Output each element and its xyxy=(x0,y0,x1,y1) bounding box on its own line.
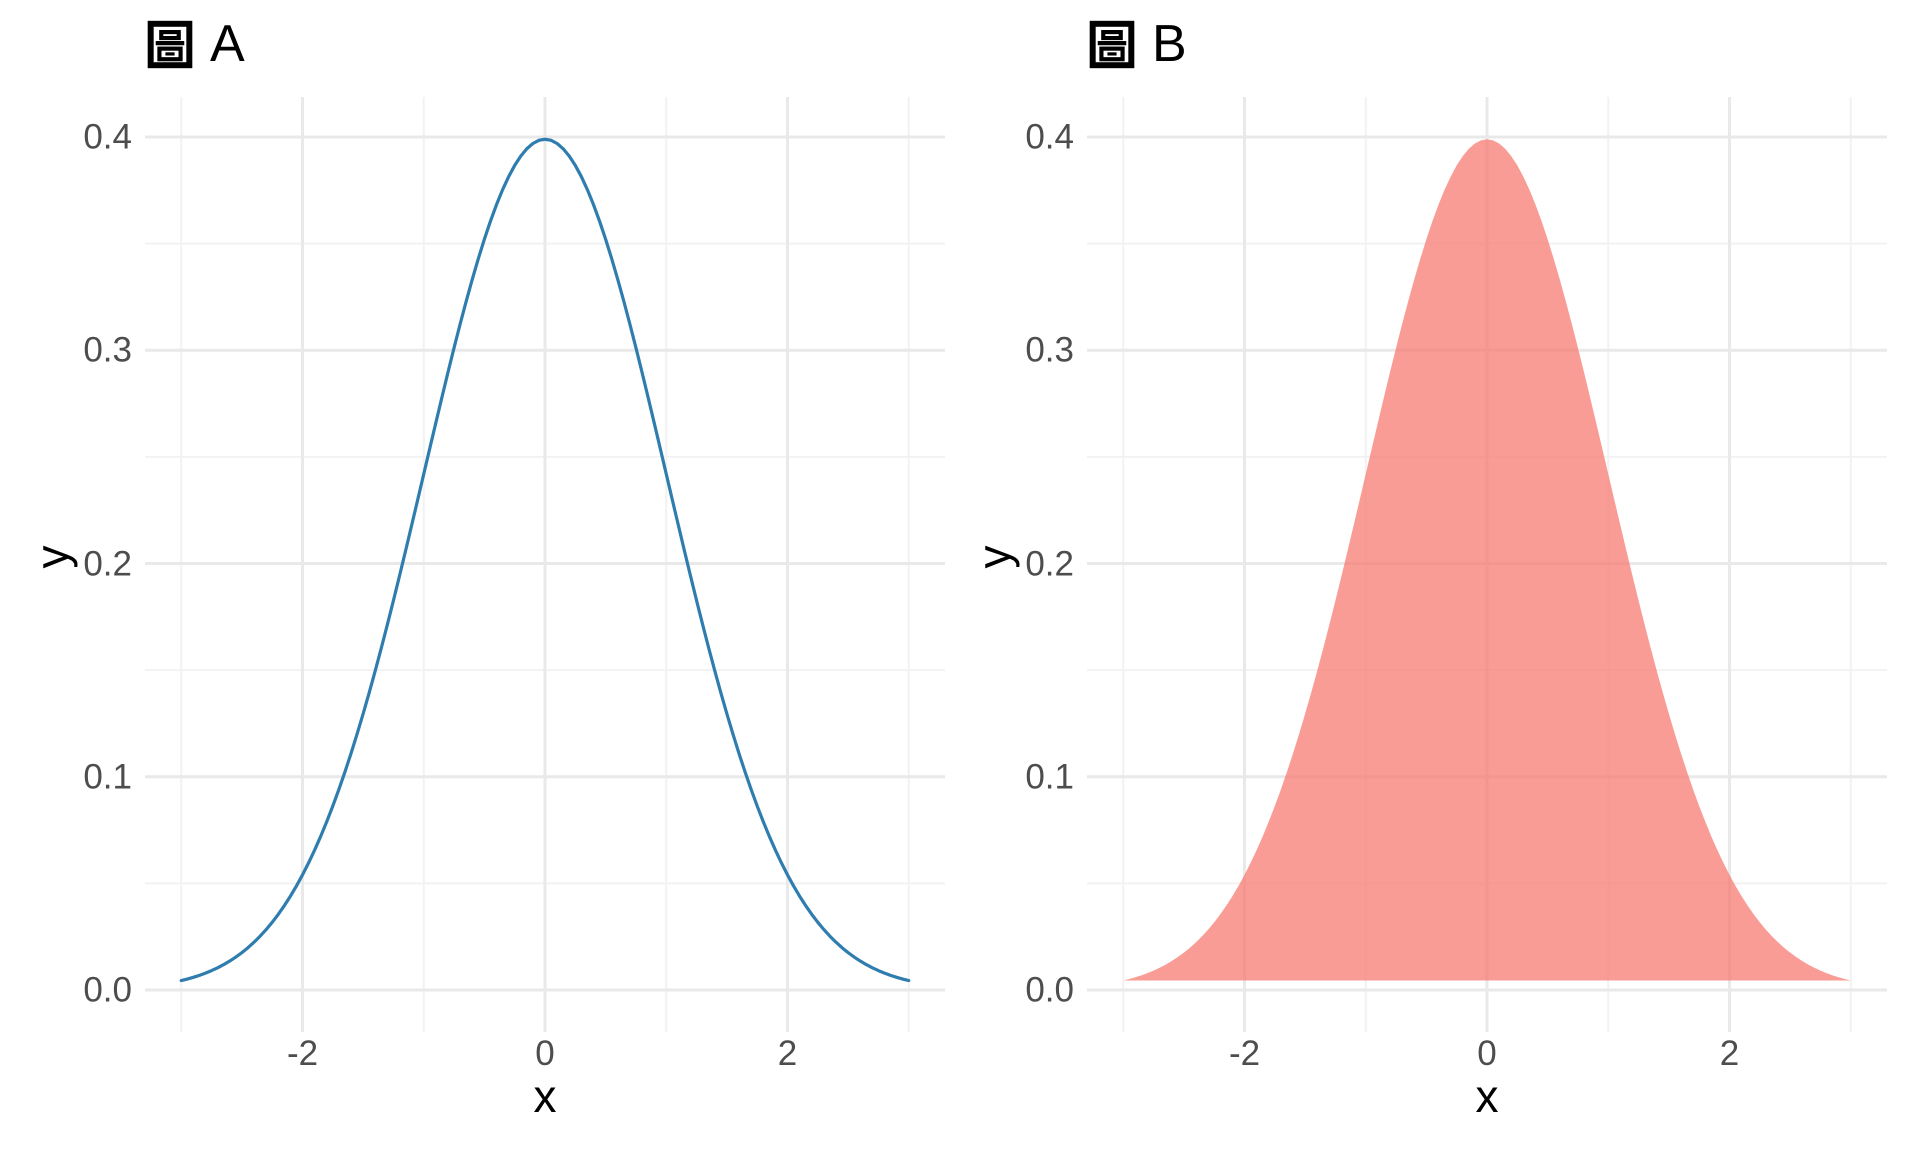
y-tick-label: 0.2 xyxy=(1025,544,1074,583)
panel-b-title: B xyxy=(1089,18,1187,70)
panel-a-title: A xyxy=(147,18,245,70)
panel-b-x-axis-title: x xyxy=(1475,1070,1499,1122)
y-tick-label: 0.3 xyxy=(1025,330,1074,370)
x-tick-label: 0 xyxy=(535,1034,555,1073)
panel-a-title-letter: A xyxy=(210,15,245,73)
x-tick-label: 2 xyxy=(1719,1034,1740,1073)
y-tick-label: 0.4 xyxy=(1025,117,1074,157)
y-tick-label: 0.2 xyxy=(83,544,132,583)
panel-b-title-letter: B xyxy=(1152,15,1187,73)
y-tick-label: 0.0 xyxy=(1025,970,1074,1010)
panel-a-x-axis-title: x xyxy=(533,1070,557,1122)
cjk-glyph-tu xyxy=(1089,20,1135,68)
density-line-a xyxy=(179,137,911,983)
x-tick-label: -2 xyxy=(1228,1034,1261,1073)
x-tick-label: 0 xyxy=(1477,1034,1497,1073)
x-tick-label: 2 xyxy=(777,1034,798,1073)
y-tick-label: 0.1 xyxy=(83,757,132,797)
y-tick-label: 0.4 xyxy=(83,117,132,157)
y-tick-label: 0.1 xyxy=(1025,757,1074,797)
y-tick-label: 0.3 xyxy=(83,330,132,370)
cjk-glyph-tu xyxy=(147,20,193,68)
y-tick-label: 0.0 xyxy=(83,970,132,1010)
density-area-b xyxy=(1123,139,1851,981)
x-tick-label: -2 xyxy=(286,1034,319,1073)
